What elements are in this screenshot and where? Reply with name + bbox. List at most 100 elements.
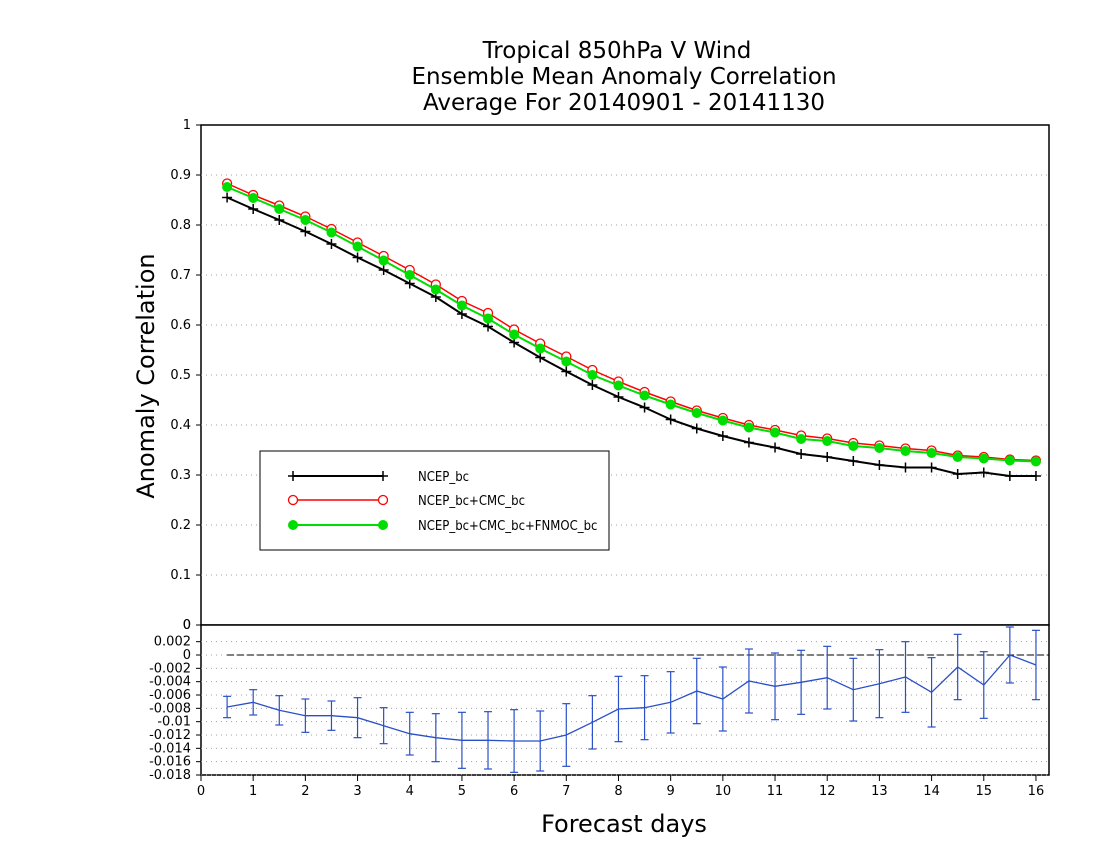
error-bar bbox=[510, 709, 519, 773]
y-tick-label: -0.002 bbox=[149, 661, 191, 676]
x-tick-label: 2 bbox=[301, 784, 309, 799]
data-point bbox=[561, 366, 572, 377]
data-point bbox=[535, 343, 546, 354]
difference-series bbox=[223, 626, 1040, 773]
data-point bbox=[430, 284, 441, 295]
data-point bbox=[587, 370, 598, 380]
error-bar bbox=[1005, 626, 1014, 684]
data-point bbox=[248, 204, 259, 214]
x-tick-label: 9 bbox=[667, 784, 675, 799]
x-tick-label: 8 bbox=[614, 784, 622, 799]
y-tick-label: 0.7 bbox=[170, 268, 191, 283]
y-tick-label: 0.9 bbox=[170, 168, 191, 183]
data-point bbox=[978, 467, 989, 478]
data-point bbox=[509, 329, 520, 340]
error-bar bbox=[823, 645, 832, 710]
legend-marker bbox=[378, 471, 388, 481]
difference-panel: -0.018-0.016-0.014-0.012-0.01-0.008-0.00… bbox=[149, 618, 1050, 799]
data-point bbox=[456, 300, 467, 311]
data-point bbox=[378, 255, 389, 266]
error-bar bbox=[536, 710, 545, 772]
x-tick-label: 4 bbox=[406, 784, 414, 799]
error-bar bbox=[771, 652, 780, 721]
y-tick-label: -0.018 bbox=[149, 768, 191, 783]
data-point bbox=[535, 352, 546, 363]
data-point bbox=[300, 215, 311, 225]
y-axis-label: Anomaly Correlation bbox=[132, 253, 160, 498]
data-point bbox=[796, 434, 807, 444]
legend-item-ncep-bc-cmc-bc: NCEP_bc+CMC_bc bbox=[287, 494, 525, 509]
y-tick-label: 0.3 bbox=[170, 468, 191, 483]
legend-marker bbox=[288, 520, 298, 530]
error-bar bbox=[692, 657, 701, 725]
x-tick-label: 13 bbox=[871, 784, 888, 799]
data-point bbox=[665, 414, 676, 425]
data-point bbox=[352, 241, 363, 252]
data-point bbox=[822, 452, 833, 462]
error-bar bbox=[457, 711, 466, 769]
data-point bbox=[326, 227, 337, 238]
data-point bbox=[300, 226, 311, 237]
x-tick-label: 3 bbox=[353, 784, 361, 799]
legend-label: NCEP_bc bbox=[418, 470, 469, 485]
error-bar bbox=[640, 675, 649, 741]
error-bar bbox=[353, 697, 362, 739]
data-point bbox=[639, 390, 650, 401]
difference-line bbox=[226, 654, 1037, 742]
y-tick-label: 0 bbox=[183, 648, 191, 663]
data-point bbox=[1004, 455, 1015, 466]
data-point bbox=[352, 252, 363, 263]
data-point bbox=[926, 462, 937, 473]
x-tick-label: 12 bbox=[819, 784, 836, 799]
error-bar bbox=[431, 713, 440, 763]
error-bar bbox=[588, 695, 597, 750]
data-point bbox=[848, 441, 859, 451]
x-tick-label: 14 bbox=[923, 784, 940, 799]
error-bar bbox=[301, 698, 310, 733]
y-tick-label: 0.002 bbox=[154, 635, 191, 650]
x-axis-label: Forecast days bbox=[541, 810, 707, 838]
data-point bbox=[822, 436, 833, 446]
error-bar bbox=[614, 675, 623, 743]
data-point bbox=[743, 422, 754, 433]
x-tick-label: 11 bbox=[767, 784, 784, 799]
error-bar bbox=[379, 707, 388, 745]
error-bar bbox=[275, 695, 284, 726]
data-point bbox=[404, 278, 415, 289]
error-bar bbox=[327, 700, 336, 731]
chart-subtitle: Ensemble Mean Anomaly Correlation bbox=[411, 64, 836, 90]
data-point bbox=[691, 408, 702, 418]
y-tick-label: 0.8 bbox=[170, 218, 191, 233]
error-bar bbox=[405, 711, 414, 756]
error-bar bbox=[744, 648, 753, 714]
y-tick-label: 0.6 bbox=[170, 318, 191, 333]
data-point bbox=[639, 402, 650, 413]
data-point bbox=[248, 193, 259, 203]
data-point bbox=[561, 356, 572, 367]
y-tick-label: -0.012 bbox=[149, 728, 191, 743]
error-bar bbox=[979, 651, 988, 719]
legend-marker bbox=[287, 494, 299, 506]
data-point bbox=[952, 452, 963, 462]
y-tick-label: -0.016 bbox=[149, 755, 191, 770]
legend-marker-shape bbox=[288, 520, 298, 530]
chart-title: Tropical 850hPa V Wind bbox=[482, 38, 752, 64]
y-tick-label: 0.4 bbox=[170, 418, 191, 433]
error-bar bbox=[797, 649, 806, 715]
x-tick-label: 6 bbox=[510, 784, 518, 799]
y-tick-label: 0 bbox=[183, 618, 191, 633]
data-point bbox=[404, 270, 415, 280]
error-bar bbox=[666, 671, 675, 734]
error-bar bbox=[927, 657, 936, 728]
data-point bbox=[900, 462, 911, 473]
y-tick-label: -0.006 bbox=[149, 688, 191, 703]
data-point bbox=[613, 380, 624, 391]
data-point bbox=[587, 380, 598, 390]
data-point bbox=[952, 469, 963, 479]
error-bar bbox=[484, 711, 493, 770]
data-point bbox=[1004, 471, 1015, 481]
y-tick-label: -0.014 bbox=[149, 741, 191, 756]
data-point bbox=[717, 415, 728, 426]
error-bar bbox=[953, 633, 962, 701]
